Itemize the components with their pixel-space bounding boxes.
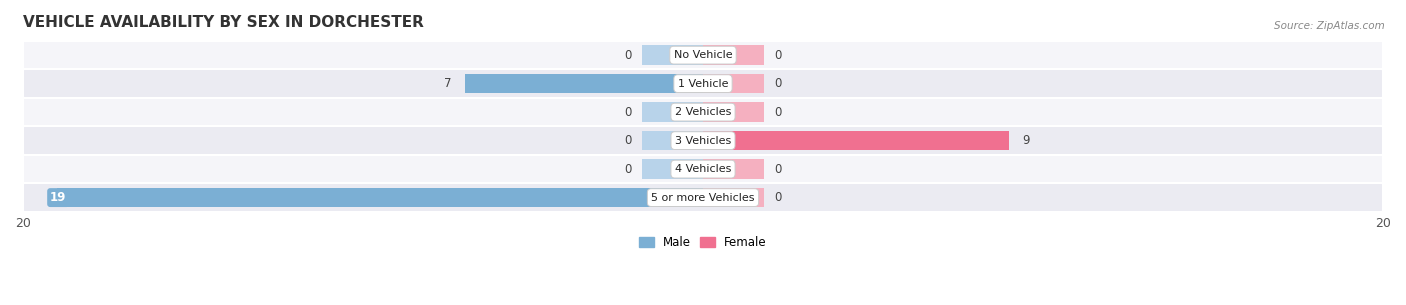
Bar (703, 131, 1010, 150)
Text: 0: 0 (775, 191, 782, 204)
Bar (703, 45, 765, 65)
Text: 4 Vehicles: 4 Vehicles (675, 164, 731, 174)
Text: 7: 7 (444, 77, 451, 90)
Bar (641, 131, 703, 150)
Text: 0: 0 (775, 48, 782, 62)
Bar (703, 188, 765, 207)
Bar (703, 74, 765, 93)
Bar (22, 69, 1384, 98)
Text: Source: ZipAtlas.com: Source: ZipAtlas.com (1274, 21, 1385, 31)
Text: 9: 9 (1022, 134, 1031, 147)
Bar (465, 74, 703, 93)
Text: 0: 0 (624, 134, 631, 147)
Text: 0: 0 (624, 163, 631, 176)
Bar (641, 45, 703, 65)
Bar (22, 155, 1384, 183)
Text: 1 Vehicle: 1 Vehicle (678, 79, 728, 89)
Text: 19: 19 (51, 191, 66, 204)
Bar (22, 183, 1384, 212)
Text: VEHICLE AVAILABILITY BY SEX IN DORCHESTER: VEHICLE AVAILABILITY BY SEX IN DORCHESTE… (22, 15, 423, 30)
Bar (703, 102, 765, 122)
Text: 0: 0 (775, 77, 782, 90)
Text: 0: 0 (624, 106, 631, 119)
Text: 3 Vehicles: 3 Vehicles (675, 136, 731, 145)
Bar (22, 98, 1384, 126)
Legend: Male, Female: Male, Female (634, 231, 772, 254)
Bar (22, 126, 1384, 155)
Bar (703, 160, 765, 179)
Bar (641, 102, 703, 122)
Text: 5 or more Vehicles: 5 or more Vehicles (651, 192, 755, 203)
Bar (56, 188, 703, 207)
Text: 0: 0 (775, 163, 782, 176)
Text: 0: 0 (624, 48, 631, 62)
Text: 2 Vehicles: 2 Vehicles (675, 107, 731, 117)
Text: 0: 0 (775, 106, 782, 119)
Text: No Vehicle: No Vehicle (673, 50, 733, 60)
Bar (22, 41, 1384, 69)
Bar (641, 160, 703, 179)
